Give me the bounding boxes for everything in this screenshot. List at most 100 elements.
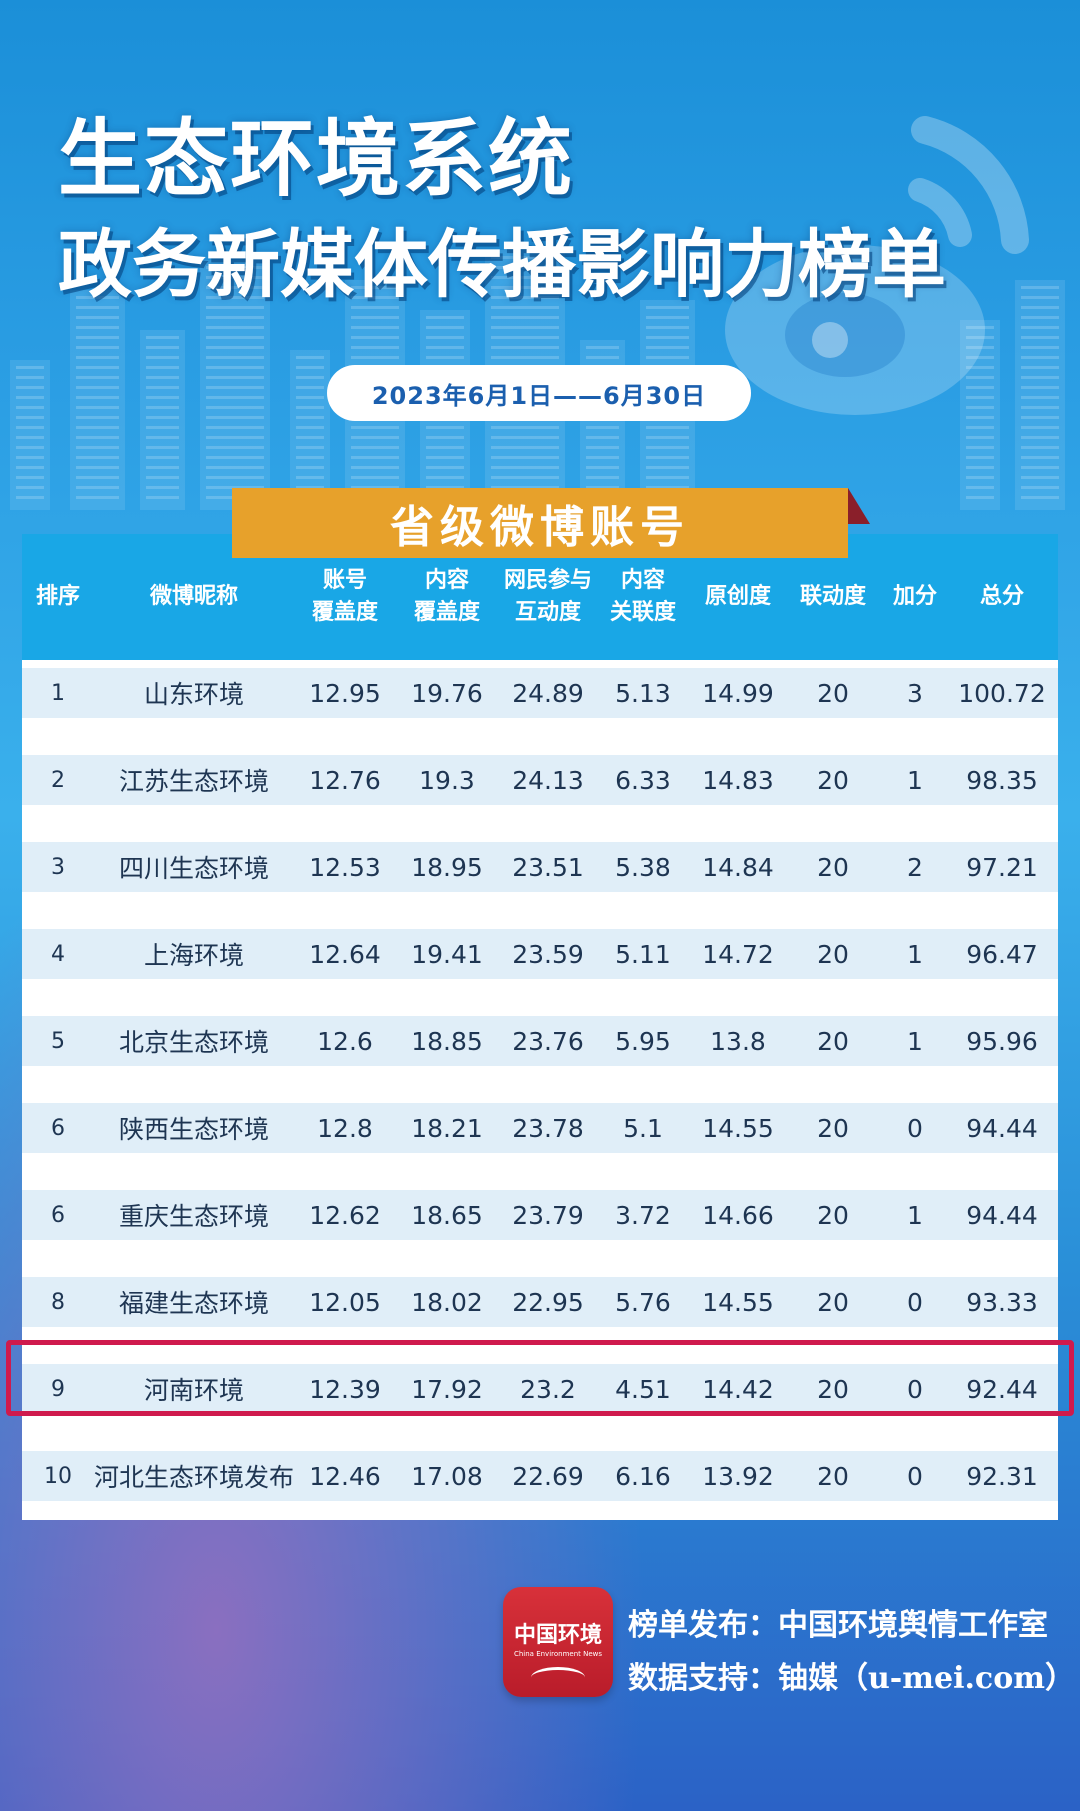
- cell-netizen-interaction: 23.59: [512, 939, 584, 969]
- cell-rank: 9: [51, 1376, 65, 1402]
- cell-bonus: 1: [907, 1200, 923, 1230]
- cell-content-coverage: 19.41: [411, 939, 483, 969]
- cell-originality: 14.84: [702, 852, 774, 882]
- cell-content-relevance: 6.16: [615, 1461, 671, 1491]
- cell-netizen-interaction: 22.69: [512, 1461, 584, 1491]
- cell-content-coverage: 19.3: [419, 765, 475, 795]
- cell-originality: 14.66: [702, 1200, 774, 1230]
- cell-content-coverage: 17.08: [411, 1461, 483, 1491]
- cell-account-coverage: 12.64: [309, 939, 381, 969]
- cell-content-coverage: 18.65: [411, 1200, 483, 1230]
- cell-bonus: 0: [907, 1374, 923, 1404]
- cell-linkage: 20: [817, 939, 849, 969]
- cell-linkage: 20: [817, 1113, 849, 1143]
- cell-netizen-interaction: 22.95: [512, 1287, 584, 1317]
- cell-account-name: 重庆生态环境: [118, 1202, 269, 1231]
- cell-account-name: 北京生态环境: [118, 1028, 269, 1057]
- cell-account-coverage: 12.46: [309, 1461, 381, 1491]
- cell-content-relevance: 3.72: [615, 1200, 671, 1230]
- cell-rank: 5: [51, 1028, 65, 1054]
- header-total: 总分: [979, 584, 1024, 609]
- cell-rank: 6: [51, 1202, 65, 1228]
- cell-total: 92.31: [966, 1461, 1038, 1491]
- cell-bonus: 3: [907, 678, 923, 708]
- header-originality: 原创度: [704, 584, 771, 609]
- data-support-credit: 数据支持：铀媒（u-mei.com）: [628, 1661, 1075, 1696]
- cell-netizen-interaction: 23.51: [512, 852, 584, 882]
- cell-netizen-interaction: 24.13: [512, 765, 584, 795]
- cell-rank: 8: [51, 1289, 65, 1315]
- cell-account-coverage: 12.62: [309, 1200, 381, 1230]
- row-band: [22, 1016, 1058, 1066]
- cell-content-relevance: 5.76: [615, 1287, 671, 1317]
- row-band: [22, 1190, 1058, 1240]
- cell-content-relevance: 4.51: [615, 1374, 671, 1404]
- header-account-name: 微博昵称: [149, 584, 238, 609]
- cell-bonus: 1: [907, 1026, 923, 1056]
- title-line-1: 生态环境系统: [58, 110, 575, 208]
- table-row: 10 河北生态环境发布 12.46 17.08 22.69 6.16 13.92 20 0 92.…: [22, 1443, 1058, 1530]
- header-content-relevance: 内容 关联度: [609, 568, 676, 625]
- cell-account-name: 山东环境: [143, 680, 244, 709]
- cell-linkage: 20: [817, 1374, 849, 1404]
- header-account-coverage: 账号 覆盖度: [311, 568, 378, 625]
- table-row: 3 四川生态环境 12.53 18.95 23.51 5.38 14.84 20 2 97.21: [22, 834, 1058, 921]
- publisher-credit: 榜单发布：中国环境舆情工作室: [628, 1608, 1048, 1643]
- row-band: [22, 1364, 1058, 1414]
- cell-bonus: 2: [907, 852, 923, 882]
- china-environment-logo: 中国环境 China Environment News: [503, 1587, 613, 1697]
- header-rank: 排序: [35, 584, 80, 609]
- cell-netizen-interaction: 23.79: [512, 1200, 584, 1230]
- cell-originality: 14.99: [702, 678, 774, 708]
- cell-total: 94.44: [966, 1113, 1038, 1143]
- cell-content-relevance: 5.38: [615, 852, 671, 882]
- cell-originality: 13.92: [702, 1461, 774, 1491]
- cell-content-relevance: 6.33: [615, 765, 671, 795]
- cell-rank: 4: [51, 941, 65, 967]
- cell-linkage: 20: [817, 1026, 849, 1056]
- table-row: 1 山东环境 12.95 19.76 24.89 5.13 14.99 20 3 100.72: [22, 660, 1058, 747]
- row-band: [22, 1451, 1058, 1501]
- row-band: [22, 668, 1058, 718]
- cell-rank: 2: [51, 767, 65, 793]
- cell-account-name: 陕西生态环境: [118, 1115, 269, 1144]
- cell-account-name: 福建生态环境: [118, 1289, 269, 1318]
- cell-total: 94.44: [966, 1200, 1038, 1230]
- cell-account-coverage: 12.39: [309, 1374, 381, 1404]
- cell-originality: 14.55: [702, 1287, 774, 1317]
- cell-bonus: 1: [907, 765, 923, 795]
- cell-rank: 10: [44, 1463, 72, 1489]
- cell-netizen-interaction: 24.89: [512, 678, 584, 708]
- row-band: [22, 755, 1058, 805]
- highlighted-row-frame: [6, 1340, 1074, 1416]
- header-content-coverage: 内容 覆盖度: [413, 568, 480, 625]
- cell-account-name: 江苏生态环境: [118, 767, 269, 796]
- cell-content-relevance: 5.95: [615, 1026, 671, 1056]
- table-row: 9 河南环境 12.39 17.92 23.2 4.51 14.42 20 0 92.44: [22, 1356, 1058, 1443]
- row-band: [22, 929, 1058, 979]
- title-line-2: 政务新媒体传播影响力榜单: [58, 222, 946, 308]
- date-range: 2023年6月1日——6月30日: [327, 365, 751, 421]
- cell-content-relevance: 5.13: [615, 678, 671, 708]
- cell-total: 98.35: [966, 765, 1038, 795]
- table-row: 6 陕西生态环境 12.8 18.21 23.78 5.1 14.55 20 0 94.44: [22, 1095, 1058, 1182]
- table-row: 2 江苏生态环境 12.76 19.3 24.13 6.33 14.83 20 1 98.35: [22, 747, 1058, 834]
- category-banner: 省级微博账号: [232, 488, 848, 558]
- cell-content-coverage: 18.02: [411, 1287, 483, 1317]
- cell-total: 95.96: [966, 1026, 1038, 1056]
- cell-linkage: 20: [817, 765, 849, 795]
- cell-total: 92.44: [966, 1374, 1038, 1404]
- table-body: 1 山东环境 12.95 19.76 24.89 5.13 14.99 20 3 100.72 2 江…: [22, 660, 1058, 1530]
- table-row: 4 上海环境 12.64 19.41 23.59 5.11 14.72 20 1 96.47: [22, 921, 1058, 1008]
- cell-content-coverage: 19.76: [411, 678, 483, 708]
- book-icon: [531, 1667, 585, 1688]
- cell-account-coverage: 12.6: [317, 1026, 373, 1056]
- cell-linkage: 20: [817, 1461, 849, 1491]
- cell-content-coverage: 17.92: [411, 1374, 483, 1404]
- cell-originality: 14.42: [702, 1374, 774, 1404]
- header-netizen-interaction: 网民参与 互动度: [503, 568, 592, 625]
- cell-linkage: 20: [817, 678, 849, 708]
- table-row: 8 福建生态环境 12.05 18.02 22.95 5.76 14.55 20 0 93.33: [22, 1269, 1058, 1356]
- row-band: [22, 1277, 1058, 1327]
- cell-netizen-interaction: 23.2: [520, 1374, 576, 1404]
